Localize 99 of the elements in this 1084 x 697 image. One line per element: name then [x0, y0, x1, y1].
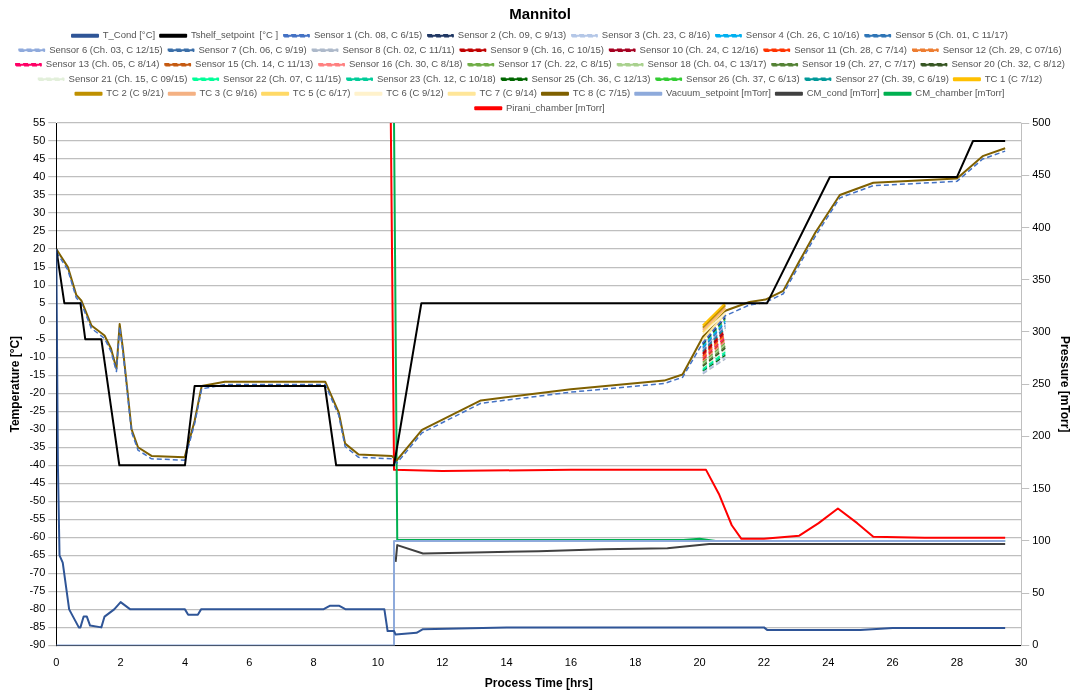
- legend-label: CM_chamber [mTorr]: [915, 87, 1005, 99]
- y-tick-label: 45: [33, 152, 46, 165]
- y-tick-label: 20: [33, 242, 46, 255]
- y2-tick-label: 350: [1032, 272, 1051, 285]
- legend-label: Sensor 17 (Ch. 22, C 8/15): [498, 58, 612, 70]
- y2-tick-label: 400: [1032, 220, 1051, 233]
- y2-tick-label: 150: [1032, 481, 1051, 494]
- legend-label: Sensor 7 (Ch. 06, C 9/19): [198, 43, 307, 55]
- legend-label: Sensor 27 (Ch. 39, C 6/19): [835, 72, 949, 84]
- y2-tick-label: 450: [1032, 168, 1051, 181]
- y-tick-label: -10: [29, 350, 46, 363]
- x-tick-label: 12: [436, 656, 449, 669]
- y-tick-label: -55: [29, 512, 46, 525]
- legend-label: Sensor 6 (Ch. 03, C 12/15): [49, 43, 163, 55]
- x-axis-title: Process Time [hrs]: [484, 676, 593, 691]
- y-tick-label: 30: [33, 206, 46, 219]
- y-tick-label: -75: [29, 584, 46, 597]
- y-tick-label: 10: [33, 278, 46, 291]
- legend-label: TC 8 (C 7/15): [572, 87, 631, 99]
- legend-label: Sensor 25 (Ch. 36, C 12/13): [531, 72, 651, 84]
- legend-label: Tshelf_setpoint [°C ]: [190, 29, 279, 41]
- legend-label: TC 5 (C 6/17): [292, 87, 351, 99]
- chart-title: Mannitol: [509, 5, 571, 23]
- x-tick-label: 20: [693, 656, 706, 669]
- legend-label: TC 7 (C 9/14): [479, 87, 537, 99]
- legend-label: Sensor 10 (Ch. 24, C 12/16): [639, 43, 759, 55]
- legend-label: T_Cond [°C]: [102, 29, 156, 41]
- y-tick-label: -5: [35, 332, 46, 345]
- y2-tick-label: 250: [1032, 377, 1051, 390]
- legend-label: Sensor 5 (Ch. 01, C 11/17): [895, 29, 1008, 41]
- legend-label: TC 2 (C 9/21): [106, 87, 164, 99]
- y2-tick-label: 300: [1032, 324, 1051, 337]
- legend-label: Sensor 1 (Ch. 08, C 6/15): [313, 29, 423, 41]
- legend-label: Vacuum_setpoint [mTorr]: [666, 87, 771, 99]
- x-tick-label: 6: [246, 656, 253, 669]
- y-tick-label: -60: [29, 530, 46, 543]
- y-tick-label: 0: [39, 314, 46, 327]
- y-tick-label: -50: [29, 494, 46, 507]
- legend-label: Sensor 19 (Ch. 27, C 7/17): [802, 58, 916, 70]
- x-tick-label: 16: [564, 656, 578, 669]
- y2-tick-label: 200: [1032, 429, 1051, 442]
- legend-label: Pirani_chamber [mTorr]: [506, 101, 605, 113]
- legend-label: TC 3 (C 9/16): [199, 87, 258, 99]
- x-tick-label: 30: [1015, 656, 1028, 669]
- y-tick-label: -30: [29, 422, 46, 435]
- y2-axis-title: Pressure [mTorr]: [1058, 335, 1073, 433]
- legend-label: Sensor 8 (Ch. 02, C 11/11): [342, 43, 455, 55]
- legend-label: Sensor 16 (Ch. 30, C 8/18): [348, 58, 463, 70]
- y-axis-title: Temperature [°C]: [7, 335, 22, 433]
- y2-tick-label: 50: [1032, 586, 1045, 599]
- x-tick-label: 0: [53, 656, 60, 669]
- y-tick-label: -25: [29, 404, 46, 417]
- y-tick-label: 50: [33, 134, 46, 147]
- legend-label: Sensor 20 (Ch. 32, C 8/12): [951, 58, 1065, 70]
- legend-label: Sensor 26 (Ch. 37, C 6/13): [686, 72, 800, 84]
- legend-label: CM_cond [mTorr]: [806, 87, 880, 99]
- x-tick-label: 10: [371, 656, 385, 669]
- y-tick-label: -70: [29, 566, 46, 579]
- legend-label: Sensor 3 (Ch. 23, C 8/16): [601, 29, 711, 41]
- y-tick-label: -35: [29, 440, 46, 453]
- y-tick-label: 40: [33, 170, 46, 183]
- y-tick-label: -80: [29, 602, 46, 615]
- y-tick-label: 25: [33, 224, 46, 237]
- legend-label: TC 1 (C 7/12): [984, 72, 1043, 84]
- x-tick-label: 2: [117, 656, 124, 669]
- y2-tick-label: 100: [1032, 533, 1051, 546]
- x-tick-label: 24: [822, 656, 835, 669]
- y-tick-label: 55: [33, 116, 46, 129]
- legend-label: Sensor 15 (Ch. 14, C 11/13): [195, 58, 314, 70]
- y-tick-label: -40: [29, 458, 46, 471]
- legend-label: Sensor 12 (Ch. 29, C 07/16): [942, 43, 1062, 55]
- legend-label: TC 6 (C 9/12): [386, 87, 444, 99]
- legend-label: Sensor 18 (Ch. 04, C 13/17): [647, 58, 767, 70]
- y-tick-label: -20: [29, 386, 46, 399]
- y2-tick-label: 500: [1032, 116, 1051, 129]
- legend-label: Sensor 11 (Ch. 28, C 7/14): [794, 43, 908, 55]
- y-tick-label: -15: [29, 368, 46, 381]
- x-tick-label: 4: [181, 656, 189, 669]
- legend-label: Sensor 13 (Ch. 05, C 8/14): [45, 58, 160, 70]
- x-tick-label: 18: [629, 656, 642, 669]
- y2-tick-label: 0: [1032, 638, 1039, 651]
- y-tick-label: 35: [33, 188, 46, 201]
- y-tick-label: -85: [29, 620, 46, 633]
- y-tick-label: 15: [33, 260, 46, 273]
- y-tick-label: 5: [39, 296, 46, 309]
- x-tick-label: 22: [757, 656, 771, 669]
- x-tick-label: 28: [950, 656, 964, 669]
- legend-label: Sensor 4 (Ch. 26, C 10/16): [745, 29, 860, 41]
- x-tick-label: 14: [500, 656, 513, 669]
- y-tick-label: -90: [29, 638, 46, 651]
- x-tick-label: 8: [310, 656, 317, 669]
- x-tick-label: 26: [886, 656, 899, 669]
- legend-label: Sensor 22 (Ch. 07, C 11/15): [223, 72, 342, 84]
- legend-label: Sensor 23 (Ch. 12, C 10/18): [376, 72, 496, 84]
- y-tick-label: -45: [29, 476, 46, 489]
- legend-label: Sensor 9 (Ch. 16, C 10/15): [490, 43, 604, 55]
- y-tick-label: -65: [29, 548, 46, 561]
- legend-label: Sensor 21 (Ch. 15, C 09/15): [68, 72, 188, 84]
- legend-label: Sensor 2 (Ch. 09, C 9/13): [457, 29, 567, 41]
